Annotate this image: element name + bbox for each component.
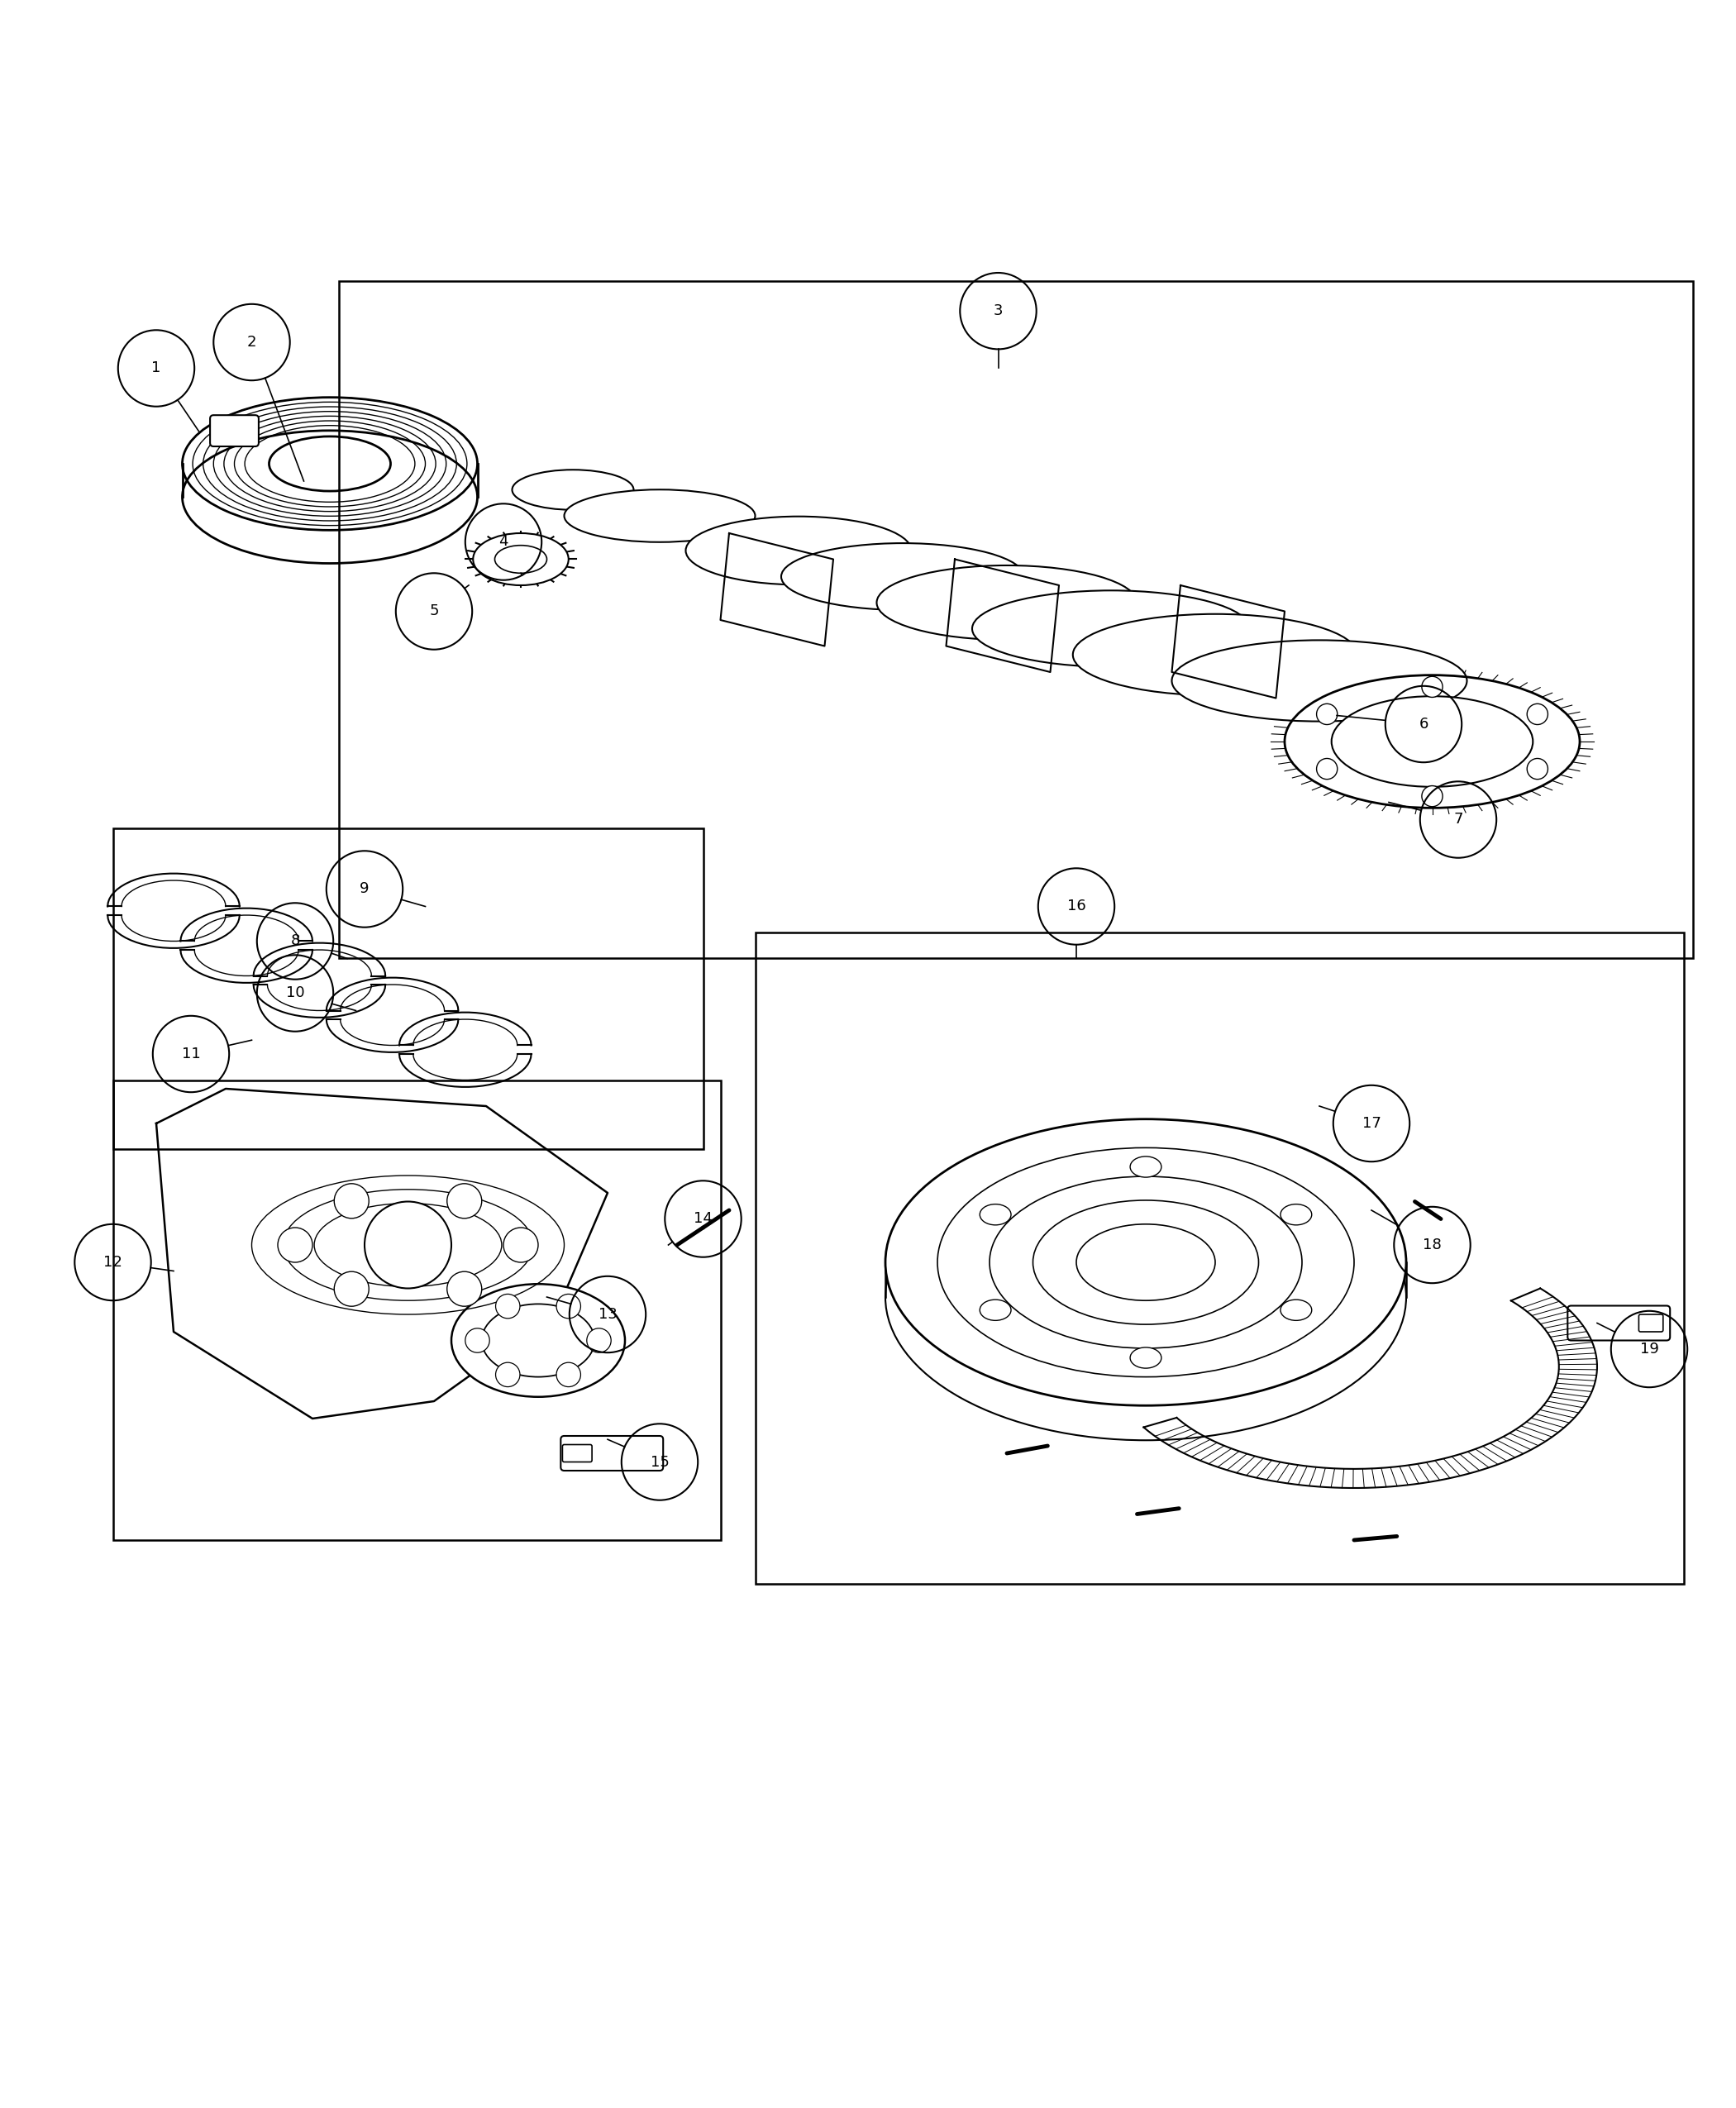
- Ellipse shape: [1281, 1204, 1312, 1225]
- Circle shape: [503, 1227, 538, 1263]
- Polygon shape: [720, 533, 833, 645]
- Text: 14: 14: [694, 1212, 712, 1227]
- Bar: [113, 828, 703, 1149]
- Text: 17: 17: [1363, 1115, 1380, 1130]
- Text: 9: 9: [359, 881, 370, 896]
- Bar: [755, 932, 1684, 1583]
- Ellipse shape: [483, 1305, 594, 1377]
- Ellipse shape: [885, 1119, 1406, 1406]
- Text: 4: 4: [498, 535, 509, 550]
- Ellipse shape: [1130, 1157, 1161, 1176]
- Circle shape: [587, 1328, 611, 1353]
- Text: 15: 15: [651, 1455, 668, 1469]
- Text: 18: 18: [1424, 1237, 1441, 1252]
- Ellipse shape: [1332, 696, 1533, 786]
- Ellipse shape: [781, 544, 1024, 609]
- Circle shape: [465, 1328, 490, 1353]
- Polygon shape: [156, 1088, 608, 1419]
- FancyBboxPatch shape: [210, 415, 259, 447]
- Text: 19: 19: [1641, 1341, 1658, 1358]
- Ellipse shape: [1130, 1347, 1161, 1368]
- Text: 16: 16: [1068, 898, 1085, 915]
- Text: 3: 3: [993, 304, 1003, 318]
- Ellipse shape: [979, 1204, 1010, 1225]
- Polygon shape: [1172, 586, 1285, 698]
- Ellipse shape: [564, 489, 755, 542]
- Ellipse shape: [877, 565, 1137, 641]
- Circle shape: [556, 1362, 580, 1387]
- Ellipse shape: [512, 470, 634, 510]
- Circle shape: [333, 1271, 368, 1307]
- Circle shape: [1316, 759, 1337, 780]
- Text: 10: 10: [286, 987, 304, 1001]
- Text: 1: 1: [151, 360, 161, 375]
- Text: 5: 5: [429, 603, 439, 620]
- Circle shape: [1422, 786, 1443, 807]
- Circle shape: [1422, 677, 1443, 698]
- Circle shape: [365, 1202, 451, 1288]
- FancyBboxPatch shape: [1639, 1315, 1663, 1332]
- FancyBboxPatch shape: [562, 1444, 592, 1463]
- Ellipse shape: [686, 516, 911, 584]
- Text: 12: 12: [104, 1254, 122, 1269]
- Ellipse shape: [1073, 613, 1358, 696]
- Circle shape: [556, 1294, 580, 1318]
- Circle shape: [496, 1362, 521, 1387]
- Ellipse shape: [1172, 641, 1467, 721]
- Circle shape: [1528, 704, 1549, 725]
- Text: 7: 7: [1453, 812, 1463, 826]
- Ellipse shape: [972, 590, 1250, 666]
- Ellipse shape: [1281, 1301, 1312, 1320]
- Text: 13: 13: [599, 1307, 616, 1322]
- Text: 2: 2: [247, 335, 257, 350]
- Circle shape: [333, 1183, 368, 1218]
- Bar: [339, 282, 1693, 959]
- Circle shape: [1528, 759, 1549, 780]
- Ellipse shape: [472, 533, 569, 586]
- Text: 6: 6: [1418, 717, 1429, 731]
- Text: 8: 8: [290, 934, 300, 949]
- Circle shape: [496, 1294, 521, 1318]
- FancyBboxPatch shape: [561, 1436, 663, 1471]
- Circle shape: [448, 1183, 483, 1218]
- Bar: [113, 1079, 720, 1541]
- Ellipse shape: [451, 1284, 625, 1398]
- Circle shape: [448, 1271, 483, 1307]
- Circle shape: [278, 1227, 312, 1263]
- Circle shape: [1316, 704, 1337, 725]
- Polygon shape: [946, 559, 1059, 672]
- FancyBboxPatch shape: [1568, 1305, 1670, 1341]
- Text: 11: 11: [182, 1046, 200, 1062]
- Ellipse shape: [979, 1301, 1010, 1320]
